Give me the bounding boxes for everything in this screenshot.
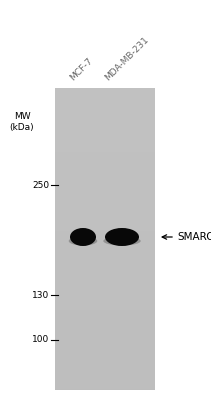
Text: 130: 130 [32, 290, 49, 300]
Text: SMARCC2: SMARCC2 [177, 232, 211, 242]
Ellipse shape [69, 236, 97, 246]
Ellipse shape [105, 228, 139, 246]
Text: MW
(kDa): MW (kDa) [10, 112, 34, 132]
Ellipse shape [70, 228, 96, 246]
Text: MCF-7: MCF-7 [69, 56, 95, 82]
Text: 100: 100 [32, 336, 49, 344]
Text: 250: 250 [32, 180, 49, 190]
Ellipse shape [103, 236, 141, 246]
Text: MDA-MB-231: MDA-MB-231 [104, 35, 151, 82]
